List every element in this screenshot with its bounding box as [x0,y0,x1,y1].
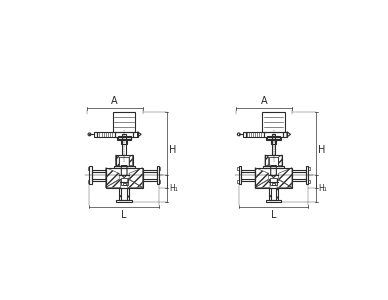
Bar [268,157,279,166]
Bar [263,166,284,168]
Bar [116,155,133,166]
Bar [116,200,132,202]
Text: L: L [121,210,127,220]
Bar [237,167,239,170]
Bar [142,169,157,181]
Bar [292,169,306,181]
Bar [115,132,133,137]
Bar [270,178,277,185]
Bar [308,167,310,170]
Text: A: A [111,96,118,106]
Bar [159,180,160,183]
Bar [88,167,90,170]
Bar [239,166,241,184]
Text: H: H [169,145,177,155]
Bar [88,180,90,183]
Bar [117,136,131,140]
Bar [264,132,283,137]
Bar [267,136,280,139]
Bar [92,169,106,181]
Bar [113,112,135,132]
Bar [271,140,276,144]
Bar [255,168,292,188]
Bar [133,132,138,137]
Bar [97,132,115,137]
Bar [121,178,128,185]
Bar [272,183,275,185]
Bar [119,188,129,200]
Bar [159,167,160,170]
Bar [90,166,92,184]
Text: L: L [271,210,276,220]
Bar [157,166,159,184]
Text: H₁: H₁ [318,184,327,193]
Bar [106,168,142,188]
Bar [121,140,127,144]
Bar [94,132,97,137]
Text: H₁: H₁ [169,184,178,193]
Bar [243,132,246,137]
Text: H: H [318,145,326,155]
Bar [123,183,126,185]
Bar [267,136,281,140]
Bar [119,157,129,166]
Bar [246,132,264,137]
Bar [306,166,308,184]
Bar [262,112,285,132]
Bar [114,166,135,168]
Bar [272,134,275,155]
Bar [237,180,239,183]
Bar [268,188,279,200]
Bar [308,180,310,183]
Bar [122,134,126,155]
Bar [283,132,287,137]
Bar [118,136,130,139]
Bar [266,200,281,202]
Bar [265,155,282,166]
Text: A: A [261,96,267,106]
Bar [241,169,255,181]
